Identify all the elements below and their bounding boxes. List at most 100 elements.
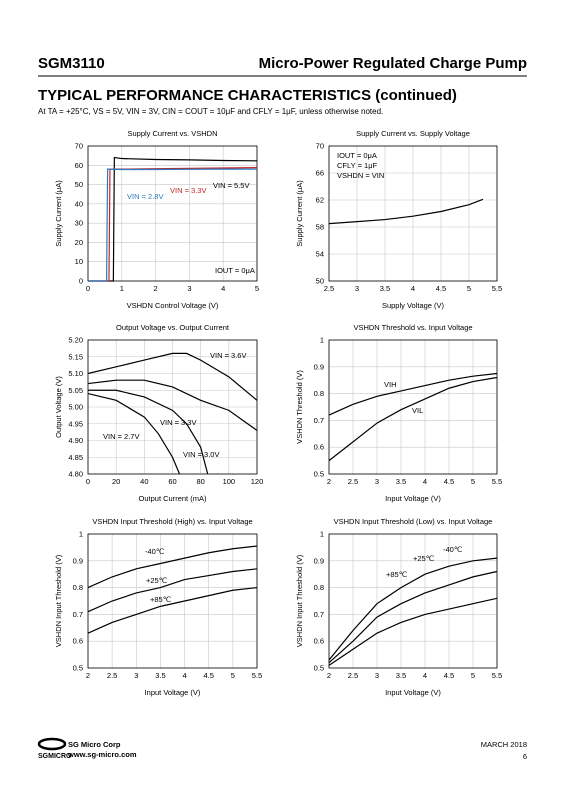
plot-frame (328, 533, 498, 669)
x-tick-label: 2.5 (348, 671, 358, 680)
x-tick-label: 5 (467, 284, 471, 293)
x-tick-label: 3.5 (155, 671, 165, 680)
line-series (328, 198, 484, 225)
x-tick-label: 3 (134, 671, 138, 680)
page-number: 6 (523, 752, 527, 761)
line-series (88, 389, 209, 475)
chart-title: VSHDN Input Threshold (Low) vs. Input Vo… (334, 517, 493, 526)
x-tick-label: 3 (375, 671, 379, 680)
part-number: SGM3110 (38, 55, 105, 72)
date: MARCH 2018 (481, 740, 527, 749)
y-tick-label: 5.05 (68, 386, 83, 395)
x-tick-label: 2 (327, 671, 331, 680)
logo: SG Micro Corp www.sg-micro.com SGMICRO (37, 737, 137, 760)
x-tick-label: 4.5 (436, 284, 446, 293)
x-tick-label: 4 (182, 671, 186, 680)
x-axis-label: Supply Voltage (V) (382, 301, 445, 310)
y-tick-label: 0.5 (314, 470, 324, 479)
y-axis-label: Supply Current (μA) (295, 180, 304, 247)
y-tick-label: 50 (75, 180, 83, 189)
x-tick-label: 5 (471, 671, 475, 680)
x-tick-label: 5.5 (252, 671, 262, 680)
x-tick-label: 5 (471, 477, 475, 486)
y-axis-label: Output Voltage (V) (54, 376, 63, 438)
x-tick-label: 80 (196, 477, 204, 486)
y-tick-label: 0.9 (314, 556, 324, 565)
y-tick-label: 5.10 (68, 369, 83, 378)
x-tick-label: 4 (423, 477, 427, 486)
y-tick-label: 0.9 (73, 556, 83, 565)
y-tick-label: 20 (75, 238, 83, 247)
y-tick-label: 0.5 (314, 664, 324, 673)
x-tick-label: 4.5 (444, 671, 454, 680)
x-tick-label: 4 (423, 671, 427, 680)
line-series (87, 587, 258, 634)
x-tick-label: 40 (140, 477, 148, 486)
series-label: VIN = 2.7V (103, 432, 139, 441)
website: www.sg-micro.com (67, 750, 137, 759)
series-label: VIN = 3.3V (160, 418, 196, 427)
y-tick-label: 0.8 (73, 583, 83, 592)
y-tick-label: 70 (316, 142, 324, 151)
x-tick-label: 5.5 (492, 284, 502, 293)
series-label: +85℃ (386, 570, 408, 579)
chart-title: VSHDN Input Threshold (High) vs. Input V… (92, 517, 252, 526)
y-tick-label: 60 (75, 161, 83, 170)
plot-frame (87, 145, 258, 282)
x-tick-label: 5.5 (492, 671, 502, 680)
annotation: CFLY = 1μF (337, 161, 378, 170)
x-tick-label: 0 (86, 477, 90, 486)
x-tick-label: 3 (375, 477, 379, 486)
y-axis-label: VSHDN Threshold (V) (295, 370, 304, 444)
y-tick-label: 0.6 (73, 637, 83, 646)
series-label: VIN = 5.5V (213, 181, 249, 190)
annotation: IOUT = 0μA (337, 151, 377, 160)
line-series (87, 393, 181, 475)
series-label: VIN = 3.0V (183, 450, 219, 459)
x-tick-label: 3.5 (396, 477, 406, 486)
x-tick-label: 5 (255, 284, 259, 293)
line-series (87, 545, 258, 589)
y-tick-label: 4.85 (68, 453, 83, 462)
company: SG Micro Corp (68, 740, 121, 749)
x-tick-label: 4 (411, 284, 415, 293)
section-title: TYPICAL PERFORMANCE CHARACTERISTICS (con… (38, 87, 457, 104)
line-series (87, 352, 258, 401)
plot-frame (87, 339, 258, 475)
line-series (328, 597, 498, 666)
x-tick-label: 20 (112, 477, 120, 486)
x-tick-label: 100 (223, 477, 236, 486)
x-tick-label: 1 (120, 284, 124, 293)
conditions: At TA = +25°C, VS = 5V, VIN = 3V, CIN = … (38, 107, 383, 116)
x-tick-label: 3 (187, 284, 191, 293)
line-series (328, 372, 498, 416)
line-series (328, 376, 498, 462)
chart-title: Supply Current vs. Supply Voltage (356, 129, 470, 138)
y-tick-label: 58 (316, 223, 324, 232)
y-tick-label: 5.20 (68, 336, 83, 345)
y-tick-label: 5.00 (68, 403, 83, 412)
chart-title: Supply Current vs. VSHDN (127, 129, 217, 138)
x-tick-label: 4.5 (203, 671, 213, 680)
x-tick-label: 5.5 (492, 477, 502, 486)
y-tick-label: 4.95 (68, 419, 83, 428)
y-tick-label: 40 (75, 199, 83, 208)
x-tick-label: 120 (251, 477, 264, 486)
x-axis-label: Input Voltage (V) (145, 688, 201, 697)
series-label: VIH (384, 380, 397, 389)
y-tick-label: 62 (316, 196, 324, 205)
x-axis-label: VSHDN Control Voltage (V) (127, 301, 219, 310)
y-tick-label: 70 (75, 142, 83, 151)
x-tick-label: 3.5 (380, 284, 390, 293)
line-series (87, 379, 258, 431)
y-tick-label: 1 (79, 530, 83, 539)
line-series (88, 156, 258, 282)
y-axis-label: VSHDN Input Threshold (V) (54, 554, 63, 647)
series-label: VIN = 3.6V (210, 351, 246, 360)
series-label: VIN = 3.3V (170, 186, 206, 195)
y-axis-label: Supply Current (μA) (54, 180, 63, 247)
series-label: +25℃ (146, 576, 168, 585)
y-axis-label: VSHDN Input Threshold (V) (295, 554, 304, 647)
y-tick-label: 4.90 (68, 436, 83, 445)
